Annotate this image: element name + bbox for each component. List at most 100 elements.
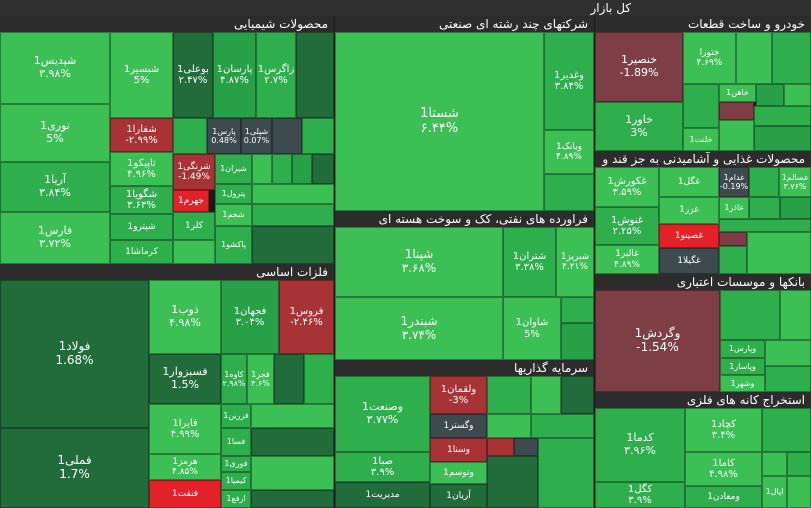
cell-ghgol[interactable]: غگل1 <box>659 167 719 197</box>
cell-vmaadan[interactable]: ومعادن1 <box>685 486 762 508</box>
sector-header-auto[interactable]: خودرو و ساخت قطعات <box>595 16 811 32</box>
cell-filler[interactable] <box>538 438 594 508</box>
cell-zob[interactable]: ذوب1 ۴.۹۸% <box>149 280 221 354</box>
cell-filler[interactable] <box>561 376 594 414</box>
sector-header-basic-metals[interactable]: فلزات اساسی <box>0 264 334 280</box>
cell-noori[interactable]: نوری1 5% <box>0 104 110 162</box>
cell-filler[interactable] <box>531 376 561 414</box>
cell-filler[interactable] <box>296 32 334 118</box>
cell-filler[interactable] <box>784 84 811 106</box>
cell-filler[interactable] <box>272 154 292 184</box>
cell-filler[interactable] <box>719 102 754 120</box>
cell-filler[interactable] <box>787 452 811 476</box>
cell-filler[interactable] <box>720 290 780 340</box>
cell-filler[interactable] <box>251 456 334 490</box>
cell-kdma[interactable]: کدما1 ۳.۹۶% <box>595 408 685 482</box>
cell-filler[interactable] <box>292 154 312 184</box>
cell-vpasar[interactable]: وپاسار1 <box>720 358 765 375</box>
cell-filler[interactable] <box>487 438 514 456</box>
cell-filler[interactable] <box>719 232 747 246</box>
cell-vlghman[interactable]: ولقمان1 -3% <box>430 376 487 414</box>
cell-filler[interactable] <box>514 438 538 456</box>
cell-aryan[interactable]: آریان1 <box>430 484 487 508</box>
cell-filler[interactable] <box>252 226 334 264</box>
cell-filler[interactable] <box>252 154 272 184</box>
cell-filler[interactable] <box>561 323 594 360</box>
cell-vghadir[interactable]: وغدیر1 ۳.۸۴% <box>544 32 594 130</box>
cell-filler[interactable] <box>780 197 811 219</box>
cell-shpdis[interactable]: شپدیس1 ۳.۹۸% <box>0 32 110 104</box>
cell-fvari[interactable]: فوری1 <box>221 456 251 472</box>
cell-vshahr[interactable]: وشهر1 <box>720 375 765 392</box>
cell-filler[interactable] <box>561 297 594 323</box>
cell-arfa[interactable]: ارفع1 <box>221 490 251 508</box>
cell-shpna[interactable]: شپنا1 ۳.۶۸% <box>335 227 503 297</box>
cell-ghsino[interactable]: غصینو1 <box>659 224 719 248</box>
cell-fsa[interactable]: فسا1 <box>221 428 251 456</box>
cell-filler[interactable] <box>736 32 772 84</box>
cell-filler[interactable] <box>747 232 811 274</box>
cell-khahan[interactable]: خاهن1 <box>719 84 756 102</box>
cell-fjahan[interactable]: فجهان1 ۳.۰۴% <box>221 280 279 354</box>
cell-kchad[interactable]: کچاد1 ۳.۴% <box>685 408 762 452</box>
cell-filler[interactable] <box>252 184 334 204</box>
cell-filler[interactable] <box>531 414 594 438</box>
cell-ghaber[interactable]: غالبر1 ۴.۸۹% <box>595 245 659 274</box>
cell-shfara[interactable]: شفارا1 -۲.۹۹% <box>110 118 173 152</box>
cell-ghnosh[interactable]: غنوش1 ۲.۲۵% <box>595 207 659 245</box>
cell-filler[interactable] <box>304 354 334 404</box>
cell-khlent[interactable]: خلنت1 <box>683 128 719 151</box>
sector-header-banks[interactable]: بانکها و موسسات اعتباری <box>595 274 811 290</box>
cell-ghsalem[interactable]: غسالم1 ۳.۷۶% <box>779 167 811 197</box>
cell-filler[interactable] <box>173 118 207 154</box>
cell-filler[interactable] <box>719 246 747 274</box>
cell-kama[interactable]: کاما1 ۴.۹۸% <box>685 452 762 486</box>
cell-zagros[interactable]: زاگرس1 ۲.۷% <box>256 32 296 118</box>
cell-vbank[interactable]: وبانک1 ۴.۸۹% <box>544 130 594 174</box>
cell-khonsir[interactable]: خنصیر1 -1.89% <box>595 32 683 102</box>
cell-ghkorosh[interactable]: غکورش1 ۳.۵۹% <box>595 167 659 207</box>
cell-kimia[interactable]: کیمیا1 <box>221 472 251 490</box>
cell-fars[interactable]: فارس1 ۳.۷۲% <box>0 212 110 264</box>
cell-filler[interactable] <box>754 106 811 126</box>
cell-fjar[interactable]: فجر1 ۴.۶% <box>247 354 274 404</box>
cell-filler[interactable] <box>719 120 754 151</box>
cell-fnft[interactable]: فنفت1 <box>149 480 221 508</box>
cell-arya[interactable]: آریا1 ۳.۸۴% <box>0 162 110 212</box>
cell-filler[interactable] <box>312 154 334 184</box>
cell-shtran[interactable]: شتران1 ۳.۳۸% <box>503 227 556 297</box>
cell-filler[interactable] <box>765 340 811 366</box>
cell-shasta[interactable]: شستا1 ۶.۴۴% <box>335 32 544 211</box>
cell-filler[interactable] <box>252 204 334 226</box>
cell-ghzar[interactable]: غزر1 <box>659 197 719 224</box>
cell-foroos[interactable]: فروس1 -۲.۴۶% <box>279 280 334 354</box>
cell-tapico[interactable]: تاپیکو1 ۴.۹۶% <box>110 152 173 186</box>
cell-filler[interactable] <box>487 414 531 438</box>
cell-kermasha[interactable]: کرماشا1 <box>110 240 173 264</box>
cell-shgouya[interactable]: شگویا1 ۳.۶۳% <box>110 186 173 214</box>
cell-filler[interactable] <box>251 428 334 456</box>
cell-fzarin[interactable]: فزرین1 <box>221 404 251 428</box>
sector-header-investments[interactable]: سرمایه گذاریها <box>335 360 594 376</box>
cell-ghgila[interactable]: غگیلا1 <box>659 248 719 274</box>
sector-header-multi-industrial[interactable]: شرکتهای چند رشته ای صنعتی <box>335 16 594 32</box>
cell-filler[interactable] <box>749 167 779 197</box>
cell-filler[interactable] <box>251 404 334 428</box>
cell-shrangi[interactable]: شرنگی1 -1.49% <box>173 154 215 190</box>
cell-filler[interactable] <box>762 408 811 452</box>
cell-shpli[interactable]: شپلی1 0.07% <box>241 118 272 154</box>
cell-filler[interactable] <box>272 118 302 154</box>
cell-fasbzvar[interactable]: فسبزوار1 1.5% <box>149 354 221 404</box>
sector-header-food[interactable]: محصولات غذایی و آشامیدنی به جز قند و <box>595 151 811 167</box>
sector-header-chemicals[interactable]: محصولات شیمیایی <box>0 16 334 32</box>
cell-filler[interactable] <box>754 126 811 151</box>
cell-filler[interactable] <box>749 197 780 219</box>
cell-saba[interactable]: صبا1 ۳.۹% <box>335 452 430 482</box>
cell-filler[interactable] <box>780 290 811 340</box>
cell-petrol[interactable]: پترول1 <box>215 184 252 204</box>
cell-shiran[interactable]: شیران1 <box>215 154 252 184</box>
cell-filler[interactable] <box>487 456 538 508</box>
cell-shavan[interactable]: شاوان1 5% <box>503 297 561 360</box>
cell-faira[interactable]: فایرا1 ۴.۹۹% <box>149 404 221 454</box>
cell-filler[interactable] <box>762 452 787 476</box>
